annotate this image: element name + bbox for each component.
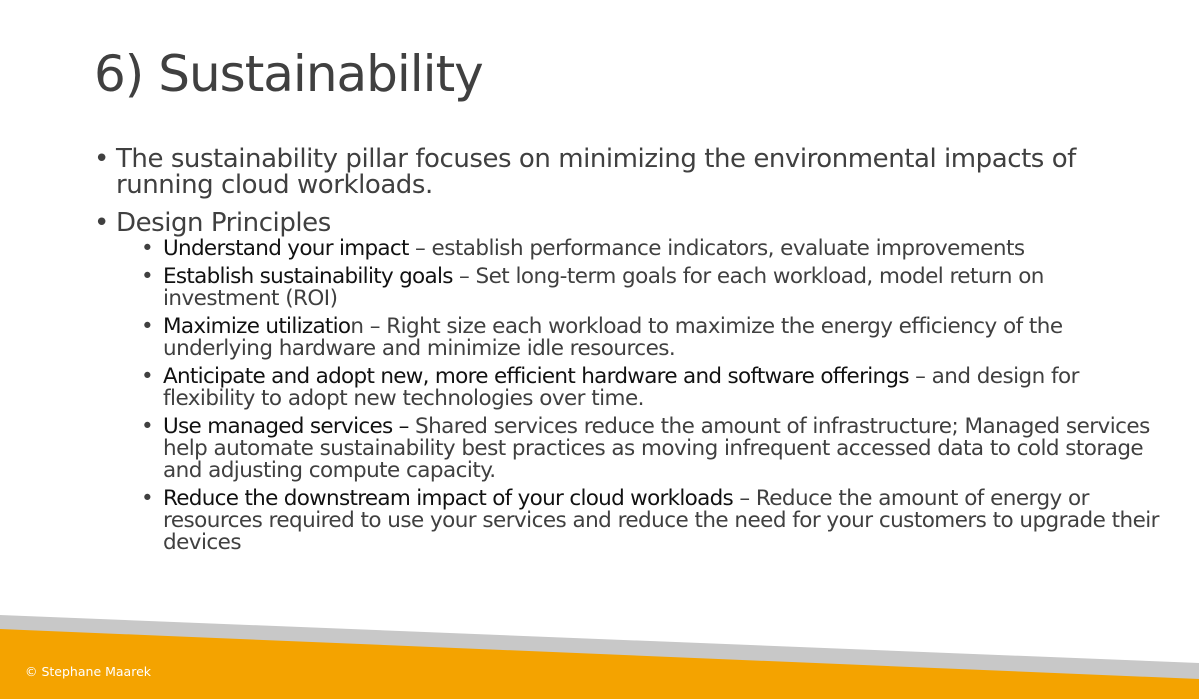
footer-orange-band bbox=[0, 629, 1199, 699]
principle-item: Anticipate and adopt new, more efficient… bbox=[141, 366, 1164, 410]
principle-item: Understand your impact – establish perfo… bbox=[141, 236, 1164, 261]
principle-item: Use managed services – Shared services r… bbox=[141, 416, 1164, 482]
principle-heading: Maximize utilizatio bbox=[163, 314, 351, 339]
slide-content: The sustainability pillar focuses on min… bbox=[94, 146, 1164, 560]
principle-item: Establish sustainability goals – Set lon… bbox=[141, 266, 1164, 310]
principle-description: – Reduce the amount of energy or resourc… bbox=[163, 486, 1160, 555]
principle-description: – and design for flexibility to adopt ne… bbox=[163, 364, 1079, 411]
principle-item: Maximize utilization – Right size each w… bbox=[141, 316, 1164, 360]
bullet-text: The sustainability pillar focuses on min… bbox=[116, 144, 1076, 200]
footer-decoration bbox=[0, 615, 1199, 699]
copyright-text: © Stephane Maarek bbox=[25, 664, 152, 679]
bullet-design-principles: Design Principles Understand your impact… bbox=[94, 210, 1164, 554]
bullet-pillar-description: The sustainability pillar focuses on min… bbox=[94, 146, 1164, 198]
principle-description: Shared services reduce the amount of inf… bbox=[163, 414, 1150, 483]
principle-description: n – Right size each workload to maximize… bbox=[163, 314, 1063, 361]
bullet-list: The sustainability pillar focuses on min… bbox=[94, 146, 1164, 554]
principle-heading: Establish sustainability goals bbox=[163, 264, 453, 289]
principle-description: – establish performance indicators, eval… bbox=[408, 236, 1025, 261]
bullet-text: Design Principles bbox=[116, 208, 331, 238]
principle-item: Reduce the downstream impact of your clo… bbox=[141, 488, 1164, 554]
principle-heading: Use managed services – bbox=[163, 414, 409, 439]
principles-list: Understand your impact – establish perfo… bbox=[141, 238, 1164, 554]
principle-heading: Reduce the downstream impact of your clo… bbox=[163, 486, 734, 511]
principle-heading: Anticipate and adopt new, more efficient… bbox=[163, 364, 910, 389]
principle-heading: Understand your impact bbox=[163, 236, 409, 261]
slide-title: 6) Sustainability bbox=[94, 45, 484, 103]
principle-description: – Set long-term goals for each workload,… bbox=[163, 264, 1044, 311]
